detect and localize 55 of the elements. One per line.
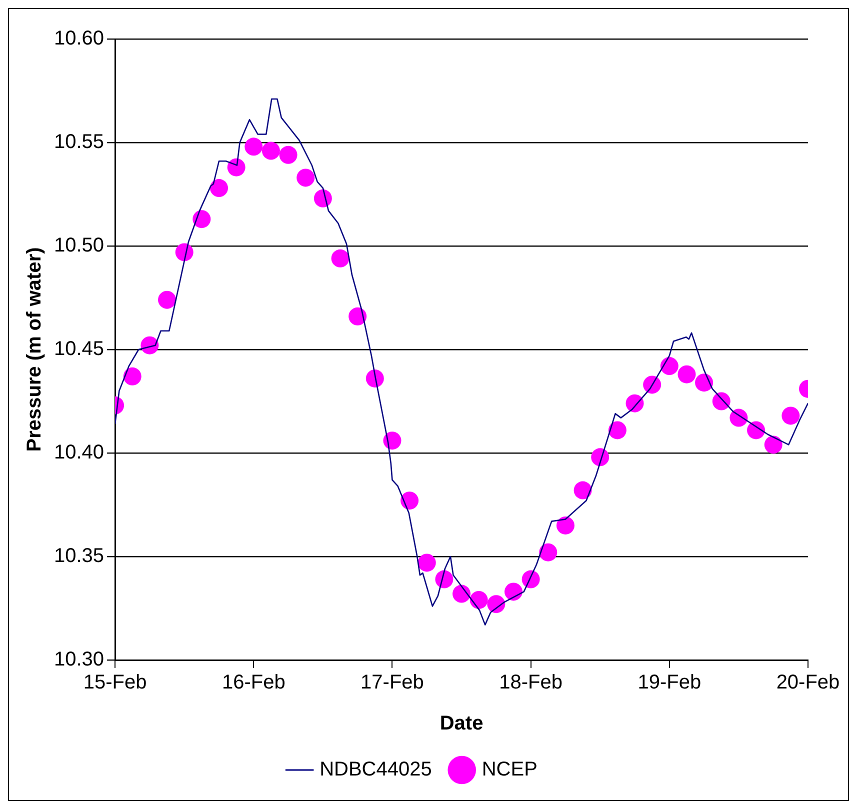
x-tick-label: 19-Feb [638,672,702,694]
point [244,138,263,156]
point [400,492,419,510]
y-tick-label: 10.35 [54,545,104,568]
point [643,376,662,394]
point [504,582,522,601]
y-tick-label: 10.30 [54,648,104,671]
point [175,243,194,262]
y-tick-label: 10.50 [54,234,104,257]
point [296,168,315,187]
x-tick-label: 20-Feb [776,672,840,694]
point [470,590,488,609]
point [366,369,384,388]
point [331,249,350,268]
point [314,189,332,208]
point [383,432,402,450]
point [158,290,176,309]
x-tick-label: 17-Feb [360,672,424,694]
point [782,406,800,425]
point [626,394,644,412]
point [279,146,298,164]
point [574,481,592,500]
point [539,543,558,562]
x-tick-label: 16-Feb [222,672,286,694]
point [452,584,471,603]
y-tick-label: 10.45 [54,338,104,360]
point [695,374,714,392]
x-tick-label: 15-Feb [83,672,147,694]
point [227,158,246,176]
point [123,367,142,386]
point [712,392,730,410]
point [418,554,436,572]
y-tick-label: 10.60 [54,28,104,50]
point [678,365,696,384]
point [747,421,766,440]
y-axis-title: Pressure (m of water) [24,247,46,452]
point [210,179,228,198]
point [660,357,678,376]
y-tick-label: 10.55 [54,131,104,154]
point [764,436,782,454]
legend-label: NDBC44025 [320,758,432,781]
y-tick-label: 10.40 [54,442,104,464]
point [262,142,280,160]
point [192,210,211,228]
point [522,570,540,588]
point [435,570,454,588]
x-axis-title: Date [440,712,484,735]
point [591,448,610,466]
point [487,595,506,614]
x-tick-label: 18-Feb [499,672,563,694]
point [730,408,748,427]
point [348,307,367,326]
legend-label: NCEP [482,758,538,781]
point [556,516,574,534]
point [608,421,626,440]
